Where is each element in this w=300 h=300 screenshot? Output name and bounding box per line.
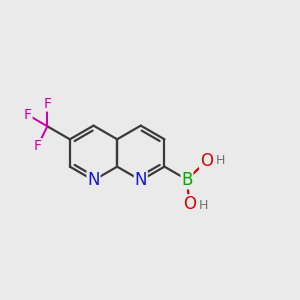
Text: O: O xyxy=(183,195,196,213)
Text: F: F xyxy=(24,108,32,122)
Text: H: H xyxy=(199,199,208,212)
Text: H: H xyxy=(216,154,226,167)
Text: B: B xyxy=(181,171,193,189)
Text: N: N xyxy=(87,171,100,189)
Text: N: N xyxy=(134,171,147,189)
Text: F: F xyxy=(43,97,51,111)
Text: O: O xyxy=(200,152,213,170)
Text: F: F xyxy=(34,139,42,153)
